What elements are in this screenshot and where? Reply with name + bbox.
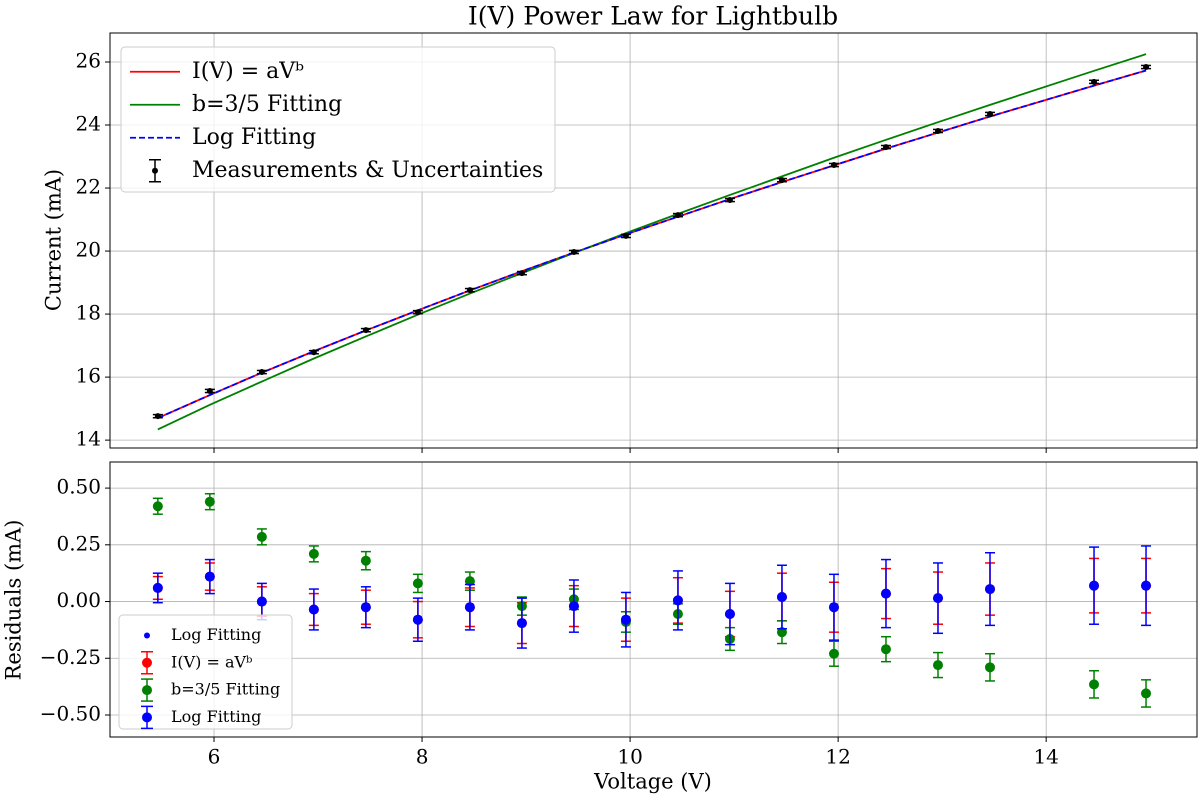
- data-point: [1141, 580, 1152, 591]
- data-point: [310, 349, 317, 356]
- x-tick-label: 10: [617, 745, 642, 769]
- data-point: [152, 582, 163, 593]
- plot-area: 14 16 18 20 22 24 26: [76, 32, 1198, 453]
- data-point: [308, 548, 319, 559]
- data-point: [256, 596, 267, 607]
- data-point: [256, 531, 267, 542]
- data-point: [776, 627, 787, 638]
- x-tick-label: 6: [208, 745, 221, 769]
- data-point: [674, 212, 681, 219]
- chart-title: I(V) Power Law for Lightbulb: [468, 2, 838, 31]
- data-point: [1089, 679, 1100, 690]
- legend-label: Log Fitting: [171, 625, 261, 644]
- data-point: [987, 110, 994, 117]
- legend-label: Log Fitting: [171, 707, 261, 726]
- data-point: [622, 232, 629, 239]
- plot-area: 6 8 10 12 14 0.50 0.25 0.00 −0.25 −0.50: [40, 461, 1198, 769]
- data-point: [880, 644, 891, 655]
- x-axis-label: Voltage (V): [593, 770, 712, 794]
- y-tick-label: 16: [76, 364, 101, 388]
- data-point: [570, 249, 577, 256]
- data-point: [414, 309, 421, 316]
- x-tick-label: 14: [1033, 745, 1058, 769]
- data-point: [464, 576, 475, 587]
- y-tick-label: 20: [76, 238, 101, 262]
- data-point: [828, 648, 839, 659]
- data-point: [258, 369, 265, 376]
- data-point: [724, 609, 735, 620]
- data-point: [932, 660, 943, 671]
- data-point: [778, 177, 785, 184]
- data-point: [828, 602, 839, 613]
- legend-box: [118, 614, 293, 730]
- data-point: [1089, 580, 1100, 591]
- data-point: [620, 614, 631, 625]
- data-point: [464, 602, 475, 613]
- legend-label: Measurements & Uncertainties: [192, 158, 543, 183]
- data-point: [466, 287, 473, 294]
- data-point: [518, 270, 525, 277]
- data-point: [672, 595, 683, 606]
- data-point: [1143, 64, 1150, 71]
- y-tick-label: 0.25: [56, 531, 101, 555]
- legend: I(V) = aVᵇ b=3/5 Fitting Log Fitting Measur…: [120, 46, 556, 193]
- y-tick-label: 0.50: [56, 475, 101, 499]
- data-point: [360, 602, 371, 613]
- y-tick-label: −0.25: [40, 645, 101, 669]
- axes-frame: [109, 461, 1198, 738]
- y-axis-label: Current (mA): [42, 169, 66, 311]
- data-point: [204, 496, 215, 507]
- legend-swatch: [144, 632, 150, 639]
- data-point: [516, 618, 527, 629]
- data-point: [154, 413, 161, 420]
- data-point: [308, 604, 319, 615]
- data-point: [726, 197, 733, 204]
- data-point: [985, 662, 996, 673]
- data-point: [932, 593, 943, 604]
- y-tick-label: 26: [76, 48, 101, 72]
- legend-label: I(V) = aVᵇ: [171, 652, 252, 671]
- data-point: [776, 592, 787, 603]
- data-point: [568, 601, 579, 612]
- data-point: [830, 162, 837, 169]
- legend-swatch: [152, 167, 158, 174]
- axes-frame: [109, 32, 1198, 449]
- data-point: [360, 555, 371, 566]
- data-point: [880, 588, 891, 599]
- data-point: [362, 327, 369, 334]
- legend-swatch: [142, 685, 152, 696]
- data-point: [206, 387, 213, 394]
- y-tick-label: 18: [76, 301, 101, 325]
- y-tick-label: 22: [76, 175, 101, 199]
- x-tick-label: 8: [416, 745, 429, 769]
- y-axis-label: Residuals (mA): [2, 520, 26, 681]
- data-point: [985, 584, 996, 595]
- legend-label: b=3/5 Fitting: [192, 92, 342, 117]
- data-point: [1091, 78, 1098, 85]
- legend-label: Log Fitting: [192, 125, 316, 150]
- legend-label: I(V) = aVᵇ: [192, 59, 304, 84]
- legend-swatch: [142, 657, 152, 668]
- y-tick-label: −0.50: [40, 701, 101, 725]
- data-point: [882, 144, 889, 151]
- y-tick-label: 14: [76, 427, 101, 451]
- legend-label: b=3/5 Fitting: [171, 680, 280, 699]
- y-tick-label: 0.00: [56, 588, 101, 612]
- x-tick-label: 12: [825, 745, 850, 769]
- y-tick-label: 24: [76, 112, 101, 136]
- legend: Log Fitting I(V) = aVᵇ b=3/5 Fitting Log Fi…: [118, 614, 293, 730]
- data-point: [1141, 688, 1152, 699]
- data-point: [412, 578, 423, 589]
- legend-box: [120, 46, 556, 193]
- data-point: [412, 614, 423, 625]
- data-point: [934, 127, 941, 134]
- legend-swatch: [142, 712, 152, 723]
- data-point: [204, 571, 215, 582]
- data-point: [152, 501, 163, 512]
